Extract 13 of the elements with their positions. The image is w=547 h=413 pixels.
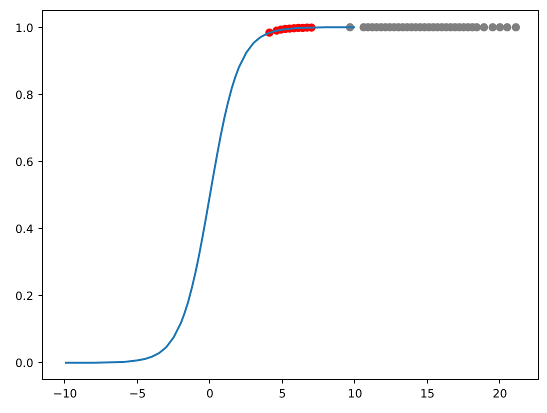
y-tick-label: 0.0 bbox=[15, 356, 34, 370]
x-tick-label: 5 bbox=[278, 386, 286, 400]
x-tick-label: 0 bbox=[206, 386, 214, 400]
x-tick-label: 10 bbox=[348, 386, 362, 400]
y-tick-label: 0.8 bbox=[15, 88, 34, 102]
y-tick-label: 0.2 bbox=[15, 289, 34, 304]
y-tick-label: 0.6 bbox=[15, 154, 34, 169]
x-tick-label: −10 bbox=[52, 386, 78, 400]
x-tick-label: −5 bbox=[128, 386, 146, 400]
y-tick-label: 1.0 bbox=[15, 20, 34, 35]
x-tick-label: 20 bbox=[492, 386, 508, 400]
y-tick-label: 0.4 bbox=[15, 222, 34, 236]
x-tick-label: 15 bbox=[420, 386, 435, 400]
